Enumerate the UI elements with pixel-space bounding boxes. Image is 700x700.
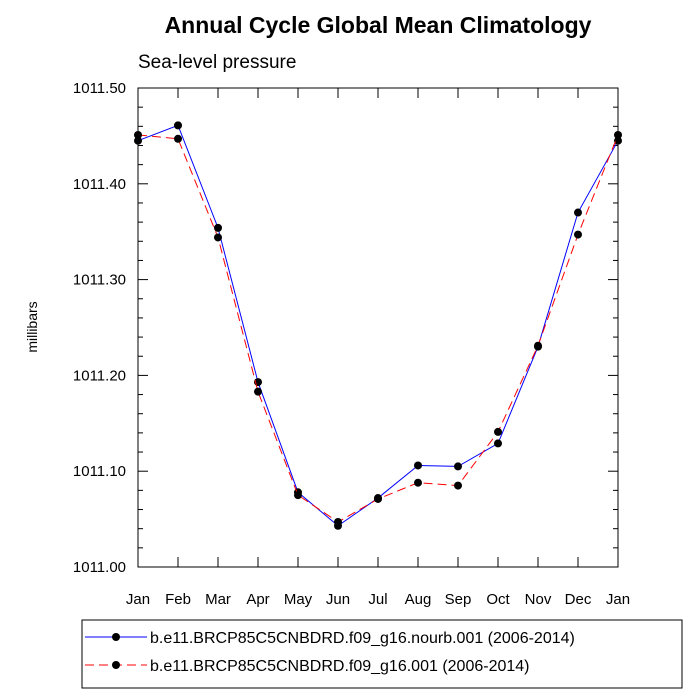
series-2-point [574,230,582,239]
x-tick-label: Jul [368,591,387,608]
y-tick-label: 1011.20 [73,367,126,384]
x-tick-label: Oct [486,591,510,608]
series-2-point [374,494,382,503]
x-tick-label: Mar [205,591,231,608]
series-1-point [614,136,622,145]
chart-subtitle: Sea-level pressure [138,52,296,73]
series-2-point [454,481,462,490]
series-2-point [294,491,302,500]
x-tick-label: Aug [405,591,432,608]
y-tick-label: 1011.10 [73,463,126,480]
legend-marker-1 [112,633,120,641]
legend-box [81,619,683,689]
series-1-point [174,121,182,130]
series-1-point [494,439,502,448]
x-tick-label: Nov [525,591,552,608]
series-1-point [414,461,422,470]
x-tick-label: Apr [246,591,269,608]
series-2-point [254,387,262,396]
series-2-point [494,427,502,436]
x-tick-label: Sep [445,591,472,608]
chart-title: Annual Cycle Global Mean Climatology [165,12,592,38]
x-tick-label: Dec [565,591,592,608]
series-2-point [134,130,142,139]
series-1-point [574,208,582,217]
y-tick-label: 1011.50 [73,80,126,97]
series-2-point [174,134,182,143]
legend-label-2: b.e11.BRCP85C5CNBDRD.f09_g16.001 (2006-2… [150,658,529,675]
x-tick-label: May [284,591,313,608]
series-2-point [614,130,622,139]
series-2-point [334,517,342,526]
x-tick-label: Jan [126,591,150,608]
series-1-point [134,136,142,145]
x-tick-label: Feb [165,591,191,608]
series-1-point [214,223,222,232]
legend-marker-2 [112,661,120,669]
x-tick-label: Jun [326,591,350,608]
y-tick-label: 1011.40 [73,176,126,193]
y-tick-label: 1011.00 [73,559,126,576]
series-2-point [534,341,542,350]
legend-label-1: b.e11.BRCP85C5CNBDRD.f09_g16.nourb.001 (… [150,630,575,647]
series-1-point [454,462,462,471]
y-axis-label: millibars [24,301,40,352]
series-2-point [414,478,422,487]
series-2-point [214,233,222,242]
y-tick-label: 1011.30 [73,272,126,289]
x-tick-label: Jan [606,591,630,608]
series-line-1 [137,124,619,527]
series-line-2 [137,134,619,523]
